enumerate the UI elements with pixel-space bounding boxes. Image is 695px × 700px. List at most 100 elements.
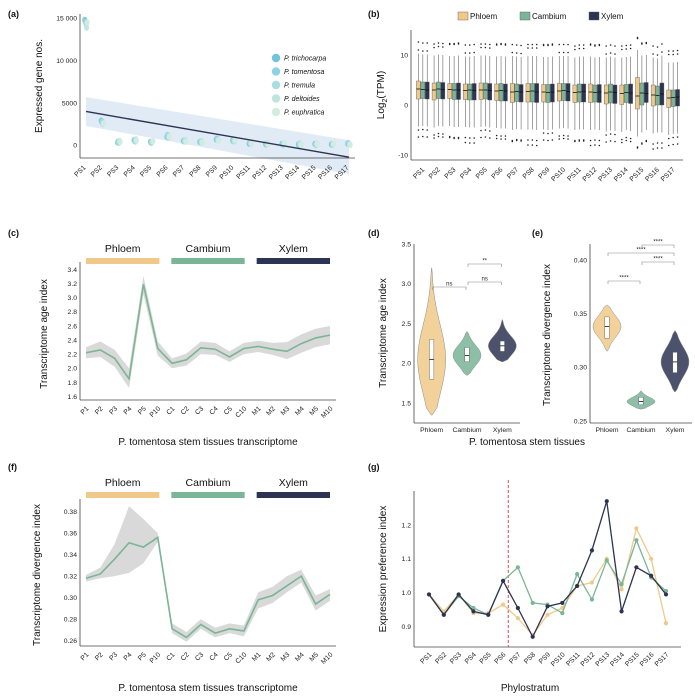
series-point — [471, 605, 476, 611]
box-outlier — [551, 139, 554, 141]
series-point — [515, 565, 520, 570]
panel-c: Phloem Cambium Xylem 1.6 1.8 2.0 2.2 2.4 2.6 2.8 3… — [39, 243, 336, 448]
a-xtick-label: PS12 — [252, 164, 269, 181]
box-body — [644, 82, 649, 103]
g-xtick-label: PS11 — [565, 651, 582, 668]
box-outlier — [531, 47, 534, 49]
box-outlier — [656, 54, 659, 56]
d-y-axis-title: Transcriptome age index — [378, 278, 389, 388]
box-outlier — [629, 44, 632, 46]
b-ytick-label: 0 — [404, 102, 408, 109]
series-point — [471, 609, 476, 614]
box-body — [639, 82, 645, 106]
trend-line — [85, 110, 350, 158]
box-outlier — [621, 45, 623, 47]
f-xtick-label: M3 — [280, 651, 292, 663]
c-band-bar — [86, 258, 160, 264]
box-body — [534, 83, 539, 103]
f-band-bar — [256, 492, 330, 498]
f-xtick-label: C5 — [223, 651, 234, 662]
box-outlier — [515, 52, 518, 54]
box-outlier — [484, 136, 487, 138]
series-point — [619, 582, 624, 587]
c-xtick-label: P10 — [149, 405, 163, 419]
series-point — [486, 612, 491, 617]
box-outlier — [605, 141, 607, 143]
c-xtick-label: C2 — [180, 405, 191, 416]
box-outlier — [676, 53, 679, 55]
box-body — [545, 84, 551, 103]
a-xtick-label: PS4 — [123, 164, 137, 178]
box-outlier — [625, 136, 628, 139]
violin-iqr-box — [464, 347, 470, 362]
box-outlier — [589, 139, 592, 142]
legend-swatch — [271, 94, 281, 103]
box-outlier — [629, 137, 632, 140]
box-outlier — [562, 51, 565, 54]
box-outlier — [667, 50, 670, 52]
a-ytick-label: 0 — [73, 143, 77, 150]
box-outlier — [504, 44, 507, 46]
box-outlier — [422, 135, 424, 138]
box-outlier — [558, 43, 561, 46]
panel-label-a: (a) — [8, 9, 19, 19]
scatter-point — [133, 137, 140, 144]
box-body — [603, 84, 609, 105]
series-point — [515, 616, 520, 621]
c-ytick-label: 2.8 — [68, 309, 78, 316]
series-point — [604, 499, 609, 504]
box-outlier — [468, 52, 471, 54]
box-outlier — [500, 43, 502, 46]
box-outlier — [531, 43, 534, 46]
f-xtick-label: C3 — [194, 651, 205, 662]
box-outlier — [661, 51, 663, 53]
box-outlier — [582, 47, 585, 50]
box-outlier — [605, 53, 607, 55]
b-xtick-label: PS12 — [582, 166, 599, 183]
box-outlier — [480, 129, 482, 132]
box-body — [572, 84, 578, 103]
f-xtick-label: M10 — [320, 651, 334, 665]
c-xtick-label: M5 — [308, 405, 320, 417]
f-band-bar — [171, 492, 245, 498]
box-body — [597, 84, 602, 103]
f-confidence-ribbon — [86, 506, 330, 642]
c-y-axis-title: Transcriptome age index — [39, 279, 50, 389]
f-x-axis-title: P. tomentosa stem tissues transcriptome — [118, 683, 298, 694]
f-ytick-label: 0.26 — [64, 638, 77, 645]
box-outlier — [598, 139, 601, 142]
box-body — [624, 84, 629, 103]
box-outlier — [453, 136, 455, 139]
a-xtick-label: PS7 — [172, 164, 186, 178]
c-band-title: Cambium — [186, 243, 231, 255]
series-point — [530, 600, 535, 606]
box-outlier — [484, 43, 487, 45]
box-body — [420, 81, 426, 99]
c-band-title: Xylem — [279, 243, 308, 255]
box-body — [592, 84, 598, 103]
g-x-axis-title: Phylostratum — [501, 683, 559, 694]
b-xtick-label: PS6 — [490, 166, 504, 180]
box-outlier — [605, 134, 607, 136]
series-point — [560, 600, 565, 606]
panel-f: Phloem Cambium Xylem 0.26 0.28 0.30 0.32 0.34 0.… — [32, 477, 336, 694]
c-xtick-label: M1 — [251, 405, 263, 417]
series-point — [663, 592, 669, 597]
d-xtick-label: Xylem — [493, 427, 512, 434]
d-ytick-label: 3.0 — [402, 281, 412, 288]
a-xtick-label: PS6 — [156, 164, 170, 178]
box-outlier — [621, 138, 623, 141]
series-point — [545, 612, 550, 617]
series-point — [530, 634, 535, 639]
panel-label-g: (g) — [368, 462, 380, 472]
box-outlier — [504, 138, 507, 140]
f-xtick-label: C1 — [165, 651, 176, 662]
scatter-point — [117, 138, 123, 146]
b-xtick-label: PS5 — [475, 166, 489, 180]
box-body — [471, 83, 477, 101]
f-xtick-label: P10 — [149, 651, 163, 665]
significance-label: ns — [481, 277, 487, 283]
a-xtick-label: PS1 — [73, 164, 87, 178]
g-xtick-label: PS3 — [449, 651, 463, 665]
box-outlier — [645, 42, 648, 45]
